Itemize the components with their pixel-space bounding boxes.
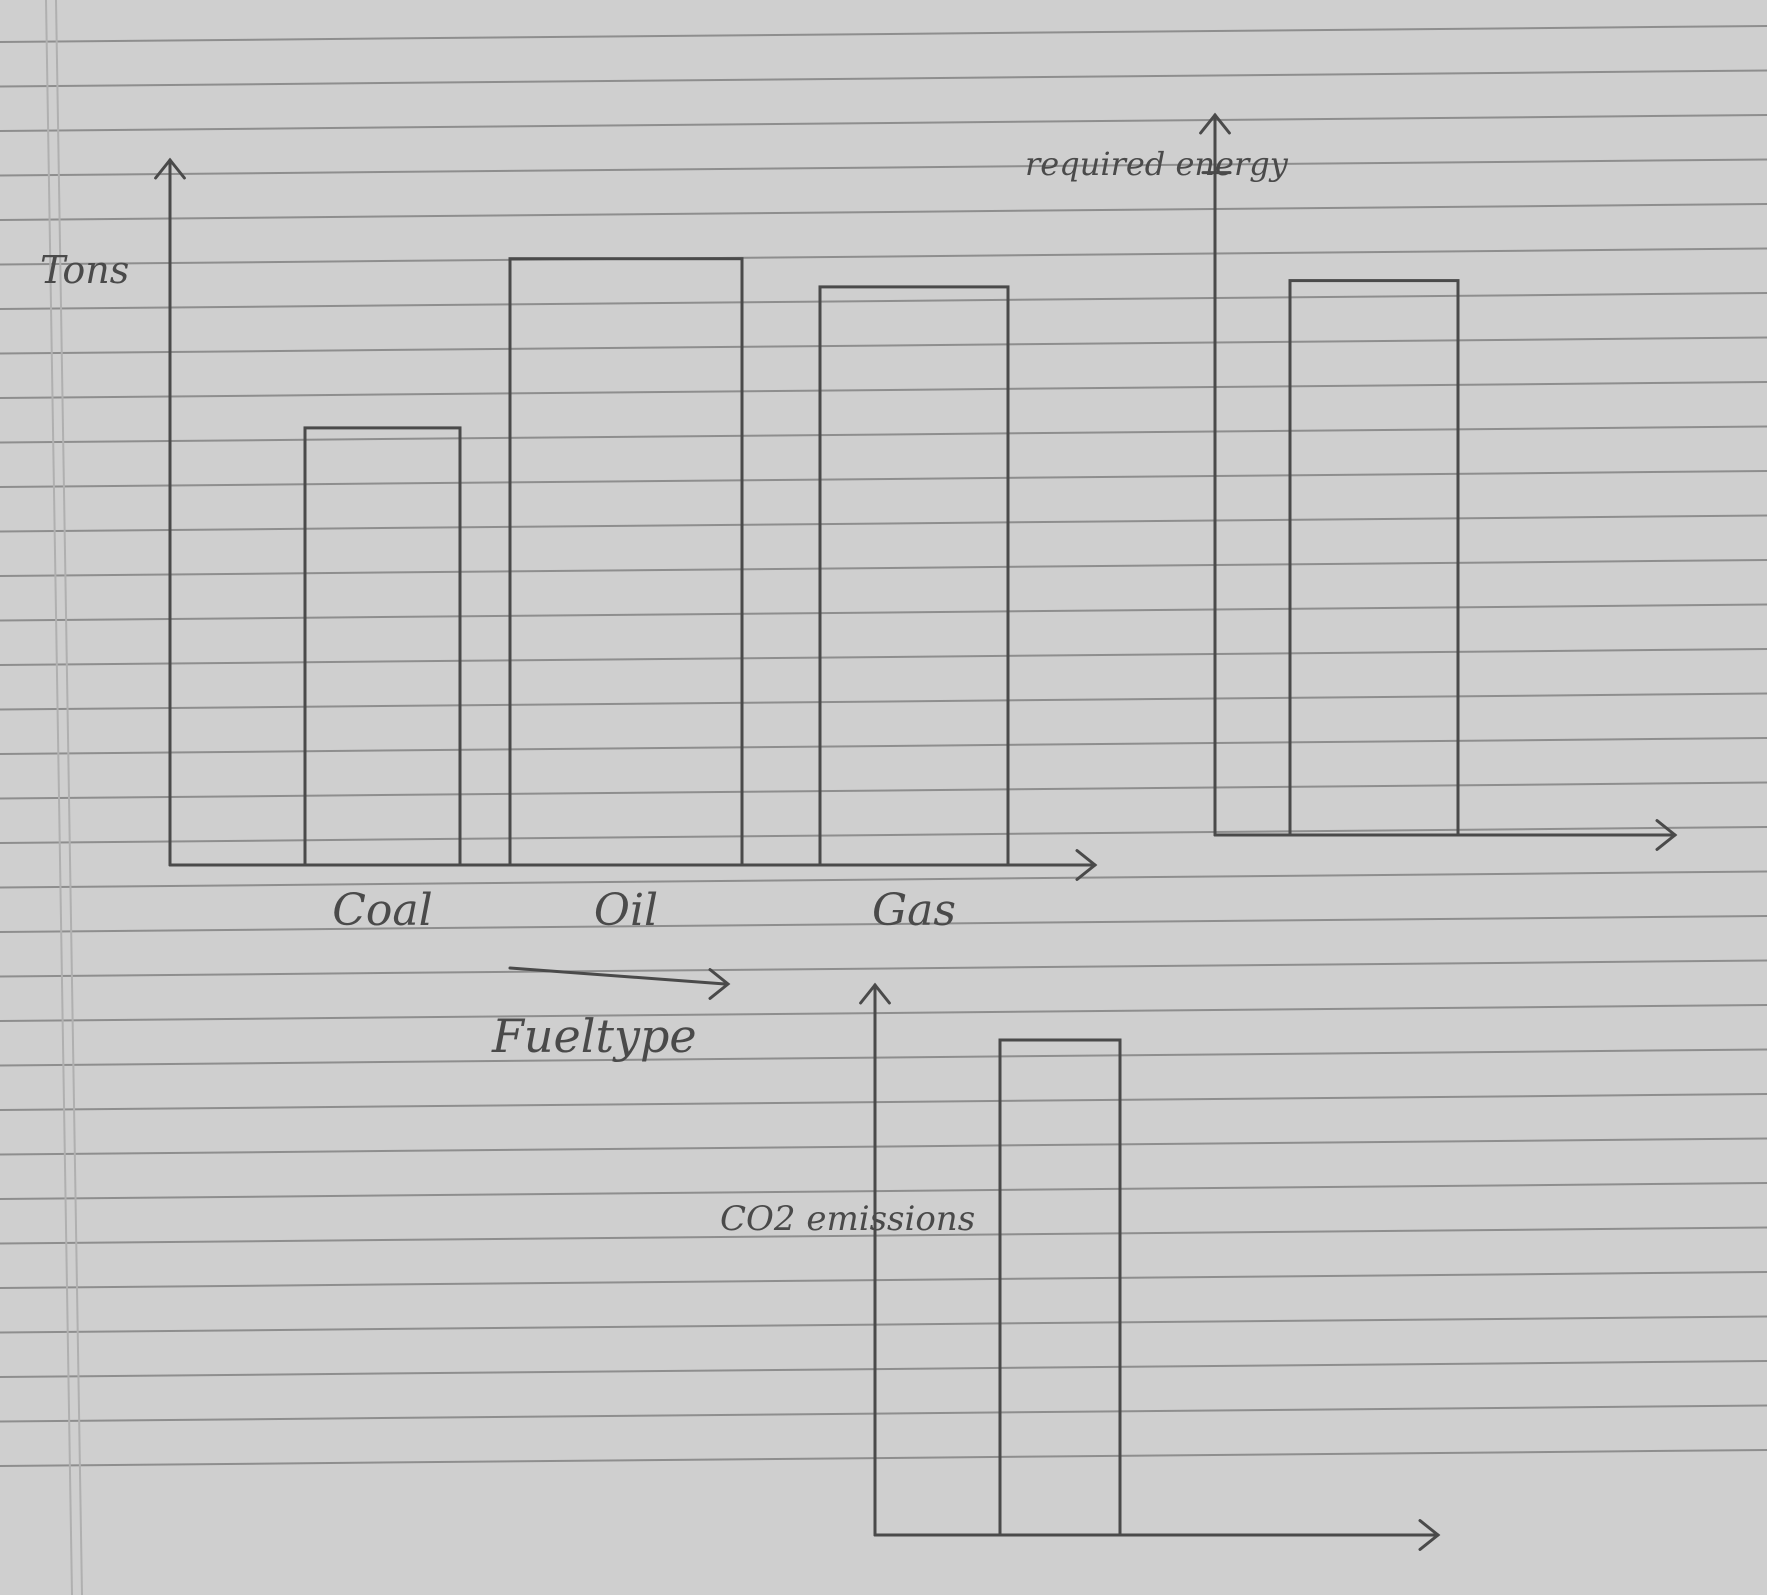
bar-value (1288, 279, 1460, 837)
margin-line (45, 0, 73, 1595)
y-axis-arrow (859, 982, 891, 1005)
x-axis-label-arrow-head (708, 968, 731, 1000)
ruled-line (0, 247, 1767, 266)
bar-coal (303, 426, 462, 867)
ruled-line (0, 1360, 1767, 1378)
margin-line (55, 0, 83, 1595)
ruled-line (0, 781, 1767, 800)
ruled-line (0, 1315, 1767, 1334)
ruled-line (0, 603, 1767, 622)
x-axis-label-arrow (508, 966, 731, 1000)
ruled-line (0, 559, 1767, 577)
x-axis-label: Fueltype (491, 1009, 697, 1063)
ruled-line (0, 203, 1767, 221)
co2-emissions-chart: CO2 emissions (720, 982, 1441, 1551)
x-tick-label: Oil (594, 885, 658, 936)
ruled-line (0, 1048, 1767, 1067)
y-axis-label: CO2 emissions (720, 1199, 975, 1239)
ruled-line (0, 1182, 1767, 1200)
ruled-line (0, 826, 1767, 844)
ruled-line (0, 692, 1767, 711)
x-tick-label: Coal (332, 885, 432, 936)
ruled-line (0, 158, 1767, 177)
ruled-line (0, 1404, 1767, 1423)
ruled-line (0, 69, 1767, 88)
y-axis-label: required energy (1025, 145, 1289, 183)
bar-value (998, 1038, 1122, 1537)
required-energy-label: required energy (1025, 145, 1289, 183)
margin-lines (45, 0, 83, 1595)
ruled-line (0, 114, 1767, 132)
ruled-line (0, 1137, 1767, 1156)
required-energy-chart: required energy (1025, 112, 1678, 851)
x-axis-arrow (1655, 819, 1678, 851)
ruled-line (0, 25, 1767, 43)
ruled-line (0, 648, 1767, 666)
x-axis-arrow (1075, 849, 1098, 881)
ruled-line (0, 915, 1767, 933)
ruled-lines (0, 25, 1767, 1467)
ruled-line (0, 1271, 1767, 1289)
ruled-line (0, 1226, 1767, 1245)
ruled-line (0, 870, 1767, 889)
ruled-line (0, 1093, 1767, 1111)
y-axis-label: Tons (40, 248, 129, 292)
x-axis-arrow (1418, 1519, 1441, 1551)
ruled-line (0, 336, 1767, 355)
y-axis-arrow (154, 157, 186, 180)
ruled-line (0, 1449, 1767, 1467)
ruled-line (0, 1004, 1767, 1022)
ruled-line (0, 292, 1767, 310)
ruled-line (0, 470, 1767, 488)
fuel-tons-chart: Tons Coal Oil Gas Fueltype (40, 157, 1098, 1063)
x-tick-label: Gas (872, 885, 956, 936)
ruled-line (0, 737, 1767, 755)
bar-gas (818, 285, 1010, 867)
ruled-line (0, 959, 1767, 978)
ruled-line (0, 425, 1767, 444)
y-axis-arrow (1199, 112, 1231, 135)
ruled-line (0, 514, 1767, 533)
bar-oil (508, 257, 744, 867)
x-axis-label-arrow-shaft (508, 966, 727, 986)
ruled-line (0, 381, 1767, 399)
